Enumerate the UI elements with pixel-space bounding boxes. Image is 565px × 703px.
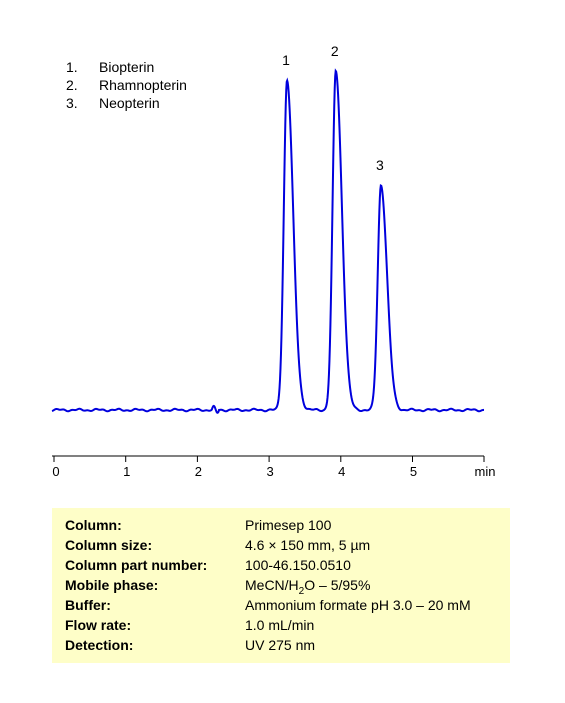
peak-legend: 1. Biopterin 2. Rhamnopterin 3. Neopteri…: [66, 58, 187, 112]
condition-row: Mobile phase: MeCN/H2O – 5/95%: [52, 577, 510, 597]
condition-value: UV 275 nm: [245, 637, 316, 653]
condition-value: Primesep 100: [245, 517, 332, 533]
condition-label: Column:: [65, 517, 122, 533]
mobile-phase-part: MeCN/H: [245, 577, 299, 593]
condition-value: 4.6 × 150 mm, 5 µm: [245, 537, 371, 553]
peak-label: 1: [282, 52, 290, 68]
legend-item: 1. Biopterin: [66, 58, 187, 76]
chromatogram-chart: 0 1 2 3 4 5 min 1 2 3: [51, 43, 496, 479]
chromatogram-trace: [51, 68, 485, 414]
x-tick-label: 4: [338, 464, 345, 479]
x-tick-label: 5: [410, 464, 417, 479]
conditions-panel: Column: Primesep 100 Column size: 4.6 × …: [52, 508, 510, 663]
legend-number: 2.: [66, 77, 78, 93]
condition-label: Buffer:: [65, 597, 111, 613]
condition-value: MeCN/H2O – 5/95%: [245, 577, 370, 597]
subscript-2: 2: [298, 585, 305, 597]
x-tick-label: 2: [195, 464, 202, 479]
mobile-phase-part: O – 5/95%: [304, 577, 371, 593]
condition-label: Mobile phase:: [65, 577, 159, 593]
condition-label: Column part number:: [65, 557, 208, 573]
condition-row: Detection: UV 275 nm: [52, 637, 510, 657]
peak-label: 2: [331, 43, 339, 59]
x-axis: 0 1 2 3 4 5 min: [52, 455, 496, 479]
condition-value: 1.0 mL/min: [245, 617, 315, 633]
condition-row: Buffer: Ammonium formate pH 3.0 – 20 mM: [52, 597, 510, 617]
peak-labels: 1 2 3: [282, 43, 384, 173]
condition-row: Column: Primesep 100: [52, 517, 510, 537]
condition-label: Column size:: [65, 537, 153, 553]
condition-value: 100-46.150.0510: [245, 557, 351, 573]
condition-label: Flow rate:: [65, 617, 132, 633]
condition-row: Column part number: 100-46.150.0510: [52, 557, 510, 577]
legend-name: Biopterin: [99, 59, 155, 75]
condition-label: Detection:: [65, 637, 134, 653]
x-tick-label: 1: [123, 464, 130, 479]
x-axis-unit-label: min: [475, 464, 496, 479]
x-tick-label: 3: [266, 464, 273, 479]
legend-item: 3. Neopterin: [66, 94, 187, 112]
x-tick-label: 0: [52, 464, 59, 479]
legend-name: Neopterin: [99, 95, 160, 111]
peak-label: 3: [376, 157, 384, 173]
condition-value: Ammonium formate pH 3.0 – 20 mM: [245, 597, 471, 613]
legend-number: 1.: [66, 59, 78, 75]
condition-row: Flow rate: 1.0 mL/min: [52, 617, 510, 637]
condition-row: Column size: 4.6 × 150 mm, 5 µm: [52, 537, 510, 557]
legend-name: Rhamnopterin: [99, 77, 187, 93]
legend-item: 2. Rhamnopterin: [66, 76, 187, 94]
legend-number: 3.: [66, 95, 78, 111]
